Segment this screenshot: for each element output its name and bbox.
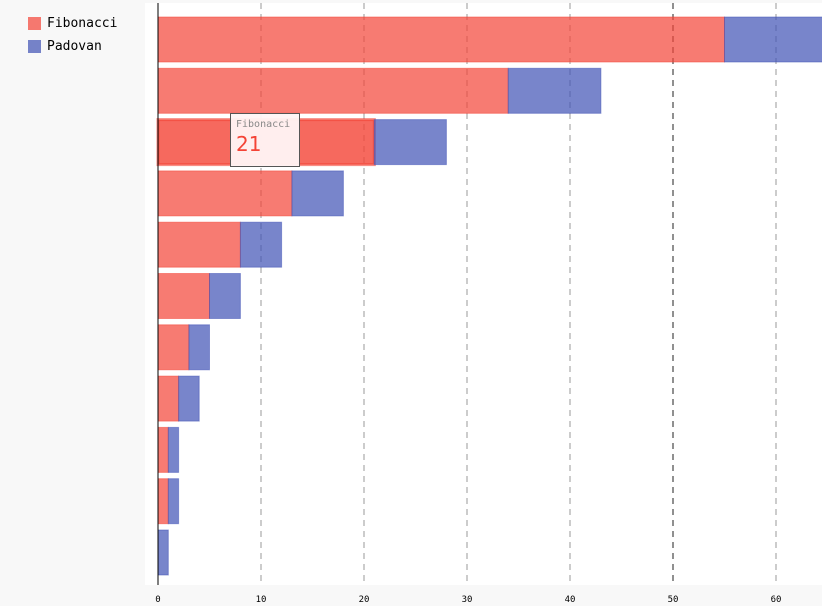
legend-label-fibonacci: Fibonacci [47,16,118,31]
bar-padovan-6[interactable] [209,273,241,319]
legend: Fibonacci Padovan [28,12,117,58]
bar-fibonacci-1[interactable] [157,16,725,63]
bar-padovan-9[interactable] [167,426,180,473]
legend-item-padovan[interactable]: Padovan [28,35,117,58]
bar-fibonacci-10[interactable] [157,478,169,525]
bar-fibonacci-9[interactable] [157,426,169,473]
bar-fibonacci-8[interactable] [157,375,180,422]
bar-padovan-3[interactable] [373,119,447,166]
bar-fibonacci-6[interactable] [157,273,210,319]
x-tick-label: 50 [668,595,679,605]
bar-padovan-10[interactable] [167,478,180,525]
x-tick-label: 60 [771,595,782,605]
bar-fibonacci-7[interactable] [157,324,190,371]
tooltip-value: 21 [236,132,262,156]
bar-padovan-1[interactable] [724,16,822,63]
bar-padovan-5[interactable] [239,221,283,268]
legend-swatch-fibonacci [28,17,41,30]
tooltip-series: Fibonacci [236,119,291,130]
x-tick-label: 30 [462,595,473,605]
x-tick-label: 10 [256,595,267,605]
legend-label-padovan: Padovan [47,39,102,54]
bar-fibonacci-4[interactable] [157,170,293,217]
legend-swatch-padovan [28,40,41,53]
bar-padovan-7[interactable] [188,324,210,371]
tooltip: Fibonacci 21 [230,113,300,167]
bar-fibonacci-2[interactable] [157,67,509,114]
bar-padovan-8[interactable] [178,375,200,422]
bar-padovan-4[interactable] [291,170,344,217]
bars [156,16,822,576]
x-tick-label: 20 [359,595,370,605]
bar-fibonacci-5[interactable] [157,221,241,268]
x-tick-labels: 0 10 20 30 40 50 60 [155,595,781,605]
x-tick-label: 40 [565,595,576,605]
bar-padovan-2[interactable] [507,67,602,114]
grid-lines [260,3,777,585]
bar-padovan-11[interactable] [157,529,169,576]
x-tick-label: 0 [155,595,160,605]
legend-item-fibonacci[interactable]: Fibonacci [28,12,117,35]
